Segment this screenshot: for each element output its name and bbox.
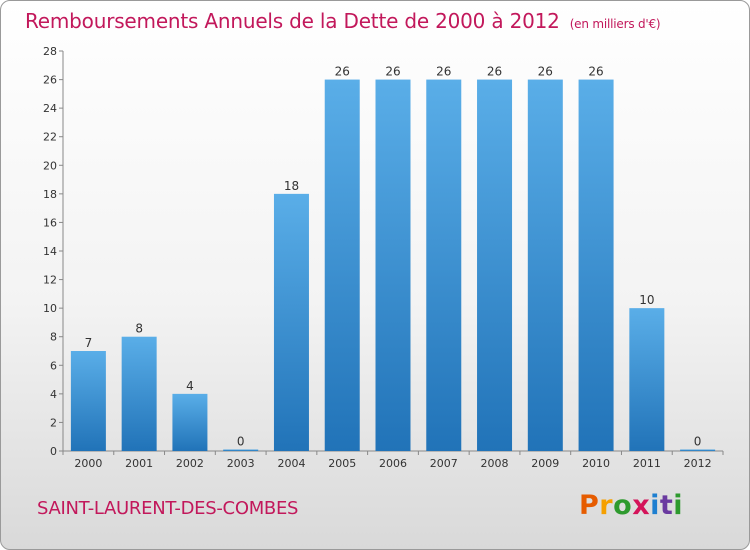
x-tick-label: 2001 [125,457,153,470]
data-label-2005: 26 [335,65,350,79]
proxiti-logo[interactable]: Proxiti [579,490,683,521]
y-tick-label: 22 [43,131,57,144]
y-tick-label: 20 [43,159,57,172]
bar-2003[interactable] [223,449,259,452]
y-tick-label: 8 [50,331,57,344]
y-tick-label: 14 [43,245,57,258]
x-tick-label: 2009 [531,457,559,470]
data-label-2001: 8 [135,322,143,336]
bar-2002[interactable] [172,393,208,451]
y-tick-label: 26 [43,74,57,87]
chart-title: Remboursements Annuels de la Dette de 20… [25,9,661,33]
chart-title-text: Remboursements Annuels de la Dette de 20… [25,9,560,33]
logo-letter: o [613,490,633,521]
data-label-2011: 10 [639,293,654,307]
data-label-2012: 0 [694,435,702,449]
x-tick-label: 2000 [74,457,102,470]
x-tick-label: 2012 [684,457,712,470]
y-tick-label: 0 [50,445,57,458]
y-tick-label: 6 [50,359,57,372]
x-tick-label: 2006 [379,457,407,470]
bar-2008[interactable] [477,79,513,452]
data-label-2002: 4 [186,379,194,393]
y-tick-label: 10 [43,302,57,315]
data-label-2000: 7 [85,336,93,350]
bar-2005[interactable] [324,79,360,452]
y-tick-label: 16 [43,216,57,229]
city-name: SAINT-LAURENT-DES-COMBES [37,498,299,519]
data-label-2004: 18 [284,179,299,193]
y-tick-label: 4 [50,388,57,401]
y-tick-label: 28 [43,45,57,58]
chart-unit: (en milliers d'€) [569,17,661,31]
logo-letter: t [659,490,674,521]
x-tick-label: 2007 [430,457,458,470]
y-tick-label: 2 [50,416,57,429]
bar-2009[interactable] [527,79,563,452]
x-tick-label: 2008 [481,457,509,470]
y-tick-label: 24 [43,102,57,115]
data-labels: 7 8 4 0 18 26 26 26 26 26 26 10 0 [85,65,702,449]
data-label-2009: 26 [538,65,553,79]
logo-letter: P [579,490,600,521]
bar-2011[interactable] [629,308,665,451]
x-tick-label: 2004 [277,457,305,470]
bars [70,79,716,452]
x-axis: 2000 2001 2002 2003 2004 2005 2006 2007 2008 2009… [62,450,724,470]
logo-letter: i [673,490,684,521]
x-tick-label: 2005 [328,457,356,470]
x-tick-label: 2010 [582,457,610,470]
y-tick-label: 12 [43,274,57,287]
data-label-2006: 26 [385,65,400,79]
bar-2010[interactable] [578,79,614,452]
y-tick-label: 18 [43,188,57,201]
bar-2000[interactable] [70,351,106,451]
bar-2001[interactable] [121,336,157,451]
data-label-2008: 26 [487,65,502,79]
x-tick-label: 2011 [633,457,661,470]
bar-2004[interactable] [273,193,309,451]
data-label-2007: 26 [436,65,451,79]
data-label-2003: 0 [237,435,245,449]
bar-2012[interactable] [680,449,716,452]
bar-2007[interactable] [426,79,462,452]
x-tick-label: 2003 [227,457,255,470]
logo-letter: x [632,490,651,521]
bar-2006[interactable] [375,79,411,452]
data-label-2010: 26 [588,65,603,79]
logo-letter: i [650,490,660,521]
x-tick-label: 2002 [176,457,204,470]
logo-letter: r [599,490,614,521]
